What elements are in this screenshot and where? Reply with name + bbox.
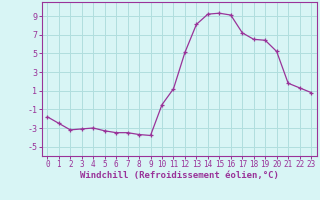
X-axis label: Windchill (Refroidissement éolien,°C): Windchill (Refroidissement éolien,°C) [80, 171, 279, 180]
